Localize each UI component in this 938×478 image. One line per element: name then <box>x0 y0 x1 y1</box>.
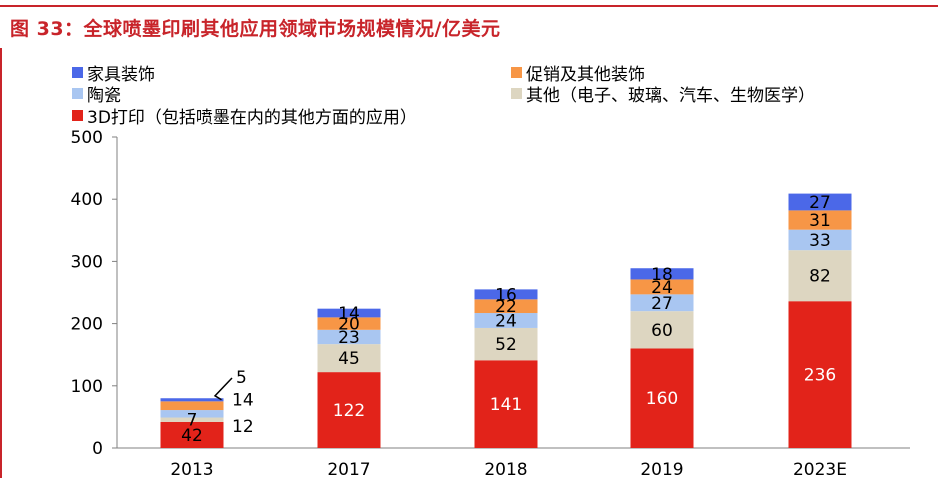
y-tick-label: 200 <box>71 315 103 335</box>
x-tick-label: 2017 <box>327 460 370 478</box>
bar-segment-promo <box>160 401 224 411</box>
data-label-promo: 31 <box>809 211 831 231</box>
legend-label-3d-print: 3D打印（包括喷墨在内的其他方面的应用） <box>87 108 417 128</box>
legend-item-other: 其他（电子、玻璃、汽车、生物医学） <box>511 81 815 106</box>
bar-segment-print3d <box>788 301 852 448</box>
data-label-furniture: 16 <box>495 285 517 305</box>
data-label-ceramic: 23 <box>338 328 360 348</box>
legend-label-promo: 促销及其他装饰 <box>526 65 645 85</box>
bar-segment-other <box>630 311 694 349</box>
bar-segment-other <box>474 327 538 361</box>
data-label-other: 82 <box>809 267 831 287</box>
legend-item-ceramic: 陶瓷 <box>72 81 121 106</box>
legend-item-furniture: 家具装饰 <box>72 60 155 85</box>
data-label-ceramic: 33 <box>809 231 831 251</box>
data-label-print3d: 141 <box>490 395 522 415</box>
bar-segment-print3d <box>630 348 694 448</box>
data-label-print3d: 236 <box>804 366 836 386</box>
bar-segment-promo <box>317 317 381 330</box>
data-label-print3d: 42 <box>181 426 203 446</box>
bar-segment-furniture <box>788 193 852 211</box>
x-tick-label: 2023E <box>793 460 847 478</box>
data-label-promo: 14 <box>232 391 254 411</box>
data-label-furniture: 5 <box>236 368 247 388</box>
y-tick-label: 400 <box>71 190 103 210</box>
bar-segment-ceramic <box>788 229 852 251</box>
data-label-print3d: 122 <box>333 401 365 421</box>
legend-item-promo: 促销及其他装饰 <box>511 60 645 85</box>
bar-segment-furniture <box>317 308 381 318</box>
data-label-promo: 24 <box>651 278 673 298</box>
bar-segment-promo <box>788 210 852 230</box>
bar-segment-other <box>317 344 381 373</box>
data-label-furniture: 18 <box>651 265 673 285</box>
bar-segment-print3d <box>474 360 538 448</box>
legend-swatch-promo <box>511 67 522 78</box>
x-tick-label: 2019 <box>640 460 683 478</box>
bar-segment-promo <box>630 279 694 295</box>
bar-segment-ceramic <box>160 410 224 418</box>
data-label-furniture: 27 <box>809 193 831 213</box>
legend-label-furniture: 家具装饰 <box>87 65 155 85</box>
y-tick-label: 300 <box>71 252 103 272</box>
y-tick-label: 0 <box>92 439 103 459</box>
legend-swatch-furniture <box>72 67 83 78</box>
figure-title: 图 33：全球喷墨印刷其他应用领域市场规模情况/亿美元 <box>10 18 501 40</box>
bar-segment-other <box>160 417 224 422</box>
bar-segment-other <box>788 250 852 302</box>
data-label-promo: 20 <box>338 315 360 335</box>
bar-segment-print3d <box>160 421 224 448</box>
data-label-other: 52 <box>495 335 517 355</box>
bar-segment-promo <box>474 299 538 314</box>
data-label-promo: 22 <box>495 297 517 317</box>
data-label-furniture: 14 <box>338 304 360 324</box>
y-tick-label: 100 <box>71 377 103 397</box>
data-label-ceramic: 24 <box>495 311 517 331</box>
legend-swatch-ceramic <box>72 88 83 99</box>
data-label-other: 60 <box>651 321 673 341</box>
bar-segment-furniture <box>630 268 694 280</box>
legend-swatch-3d-print <box>72 110 83 121</box>
data-label-ceramic: 12 <box>232 417 254 437</box>
bar-segment-ceramic <box>317 329 381 345</box>
y-tick-label: 500 <box>71 128 103 148</box>
data-label-ceramic: 27 <box>651 294 673 314</box>
bar-segment-print3d <box>317 372 381 448</box>
left-border-rule <box>0 48 2 478</box>
data-label-print3d: 160 <box>646 389 678 409</box>
leader-line-furniture <box>213 377 233 401</box>
x-tick-label: 2013 <box>170 460 213 478</box>
legend-item-3d-print: 3D打印（包括喷墨在内的其他方面的应用） <box>72 103 417 128</box>
legend-label-ceramic: 陶瓷 <box>87 86 121 106</box>
legend-label-other: 其他（电子、玻璃、汽车、生物医学） <box>526 86 815 106</box>
bar-segment-ceramic <box>630 294 694 312</box>
data-label-other: 7 <box>187 411 198 431</box>
bar-segment-ceramic <box>474 313 538 328</box>
title-top-rule <box>0 5 938 7</box>
data-label-other: 45 <box>338 349 360 369</box>
legend-swatch-other <box>511 88 522 99</box>
x-tick-label: 2018 <box>484 460 527 478</box>
bar-segment-furniture <box>474 289 538 300</box>
bar-segment-furniture <box>160 398 224 402</box>
